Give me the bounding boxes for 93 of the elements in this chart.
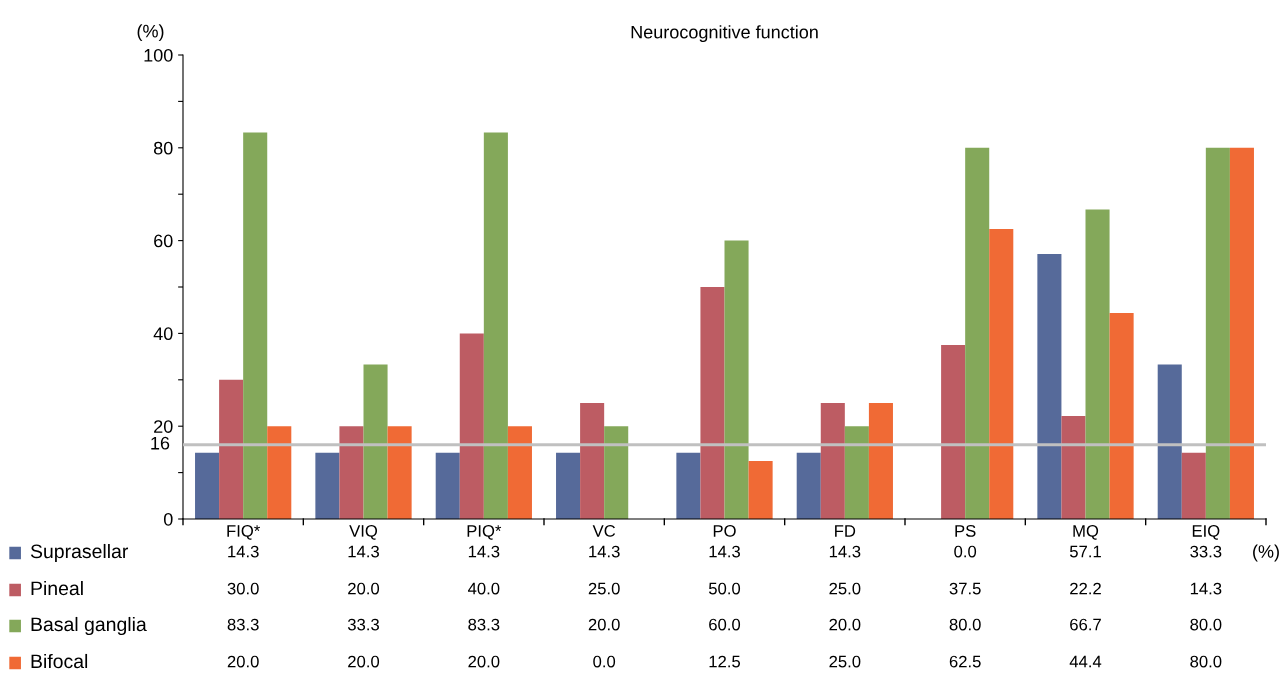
bar bbox=[387, 426, 412, 519]
bar bbox=[1085, 209, 1110, 519]
bar bbox=[459, 333, 484, 519]
data-label: 0.0 bbox=[954, 545, 977, 558]
data-label: 33.3 bbox=[1190, 545, 1222, 558]
data-label: 14.3 bbox=[709, 545, 740, 558]
bar bbox=[868, 403, 893, 519]
data-label: 83.3 bbox=[468, 618, 500, 631]
y-tick-label: 20 bbox=[154, 420, 173, 433]
y-tick-label: 80 bbox=[153, 141, 173, 155]
legend-label: Bifocal bbox=[31, 653, 88, 669]
bar bbox=[1205, 147, 1230, 519]
data-label: 83.3 bbox=[227, 618, 259, 631]
data-label: 80.0 bbox=[1190, 618, 1222, 631]
legend-label: Basal ganglia bbox=[31, 616, 147, 636]
y-tick-label: 40 bbox=[153, 327, 173, 341]
bar bbox=[267, 426, 292, 519]
x-tick-label: PIQ* bbox=[467, 525, 502, 540]
bar bbox=[556, 452, 581, 519]
data-label: 14.3 bbox=[228, 545, 259, 558]
bar bbox=[796, 452, 821, 519]
bar bbox=[604, 426, 629, 519]
data-label: 37.5 bbox=[949, 582, 981, 595]
data-label: 66.7 bbox=[1070, 618, 1101, 631]
bar bbox=[339, 426, 364, 519]
ref-line-label: 16 bbox=[151, 436, 170, 450]
data-label: 0.0 bbox=[593, 655, 616, 668]
bar bbox=[1037, 254, 1062, 519]
y-tick-label: 60 bbox=[154, 234, 173, 248]
data-label: 25.0 bbox=[829, 655, 861, 668]
bar bbox=[676, 452, 701, 519]
bar bbox=[989, 229, 1014, 519]
data-label: 14.3 bbox=[468, 545, 500, 558]
data-label: 80.0 bbox=[1190, 655, 1222, 668]
bar bbox=[1109, 312, 1134, 519]
bar bbox=[1061, 415, 1086, 519]
bar bbox=[243, 132, 268, 519]
data-label: 14.3 bbox=[348, 545, 379, 558]
bar bbox=[1181, 452, 1206, 519]
data-label: 40.0 bbox=[468, 582, 500, 595]
x-tick-label: PS bbox=[955, 525, 976, 537]
data-label: 20.0 bbox=[348, 582, 380, 595]
bar bbox=[700, 287, 725, 519]
data-label: 12.5 bbox=[709, 655, 741, 668]
y-tick-label: 0 bbox=[163, 512, 173, 526]
bar bbox=[363, 364, 388, 519]
bar bbox=[580, 403, 605, 519]
text: (%) bbox=[1253, 544, 1279, 562]
bar bbox=[965, 147, 990, 519]
bar bbox=[1157, 364, 1182, 519]
data-label: 25.0 bbox=[588, 582, 620, 595]
bar bbox=[483, 132, 508, 519]
bar bbox=[820, 403, 845, 519]
data-label: 80.0 bbox=[949, 618, 981, 631]
bar bbox=[844, 426, 869, 519]
data-label: 33.3 bbox=[347, 618, 379, 631]
data-label: 62.5 bbox=[949, 655, 981, 668]
data-label: 20.0 bbox=[227, 655, 259, 668]
data-label: 20.0 bbox=[348, 655, 380, 668]
y-axis-title: (%) bbox=[137, 24, 164, 42]
bar bbox=[941, 345, 966, 519]
x-tick-label: VC bbox=[592, 525, 616, 537]
data-label: 20.0 bbox=[468, 655, 500, 668]
chart-title: Neurocognitive function bbox=[631, 25, 818, 43]
data-label: 30.0 bbox=[227, 582, 259, 595]
data-label: 14.3 bbox=[1190, 582, 1222, 595]
data-label: 20.0 bbox=[829, 618, 861, 631]
bar bbox=[748, 461, 773, 519]
bar bbox=[315, 452, 340, 519]
data-label: 25.0 bbox=[829, 582, 861, 595]
x-tick-label: EIQ bbox=[1192, 525, 1220, 540]
bar bbox=[1229, 147, 1254, 519]
data-label: 14.3 bbox=[829, 545, 861, 558]
x-tick-label: FD bbox=[835, 525, 856, 537]
data-label: 57.1 bbox=[1069, 545, 1101, 558]
x-tick-label: PO bbox=[713, 525, 736, 537]
y-tick-label: 100 bbox=[144, 48, 173, 62]
data-label: 14.3 bbox=[589, 545, 620, 558]
x-tick-label: VIQ bbox=[349, 525, 378, 540]
data-label: 50.0 bbox=[708, 582, 741, 595]
legend-label: Suprasellar bbox=[30, 543, 129, 563]
x-tick-label: FIQ* bbox=[227, 525, 261, 540]
bar bbox=[219, 379, 244, 519]
legend-label: Pineal bbox=[31, 580, 83, 596]
bar bbox=[724, 240, 749, 519]
data-label: 22.2 bbox=[1070, 582, 1101, 595]
bar bbox=[195, 452, 220, 519]
x-tick-label: MQ bbox=[1073, 525, 1099, 540]
data-label: 60.0 bbox=[709, 618, 741, 631]
bar bbox=[507, 426, 532, 519]
data-label: 44.4 bbox=[1069, 655, 1102, 668]
data-label: 20.0 bbox=[588, 618, 620, 631]
bar bbox=[435, 452, 460, 519]
